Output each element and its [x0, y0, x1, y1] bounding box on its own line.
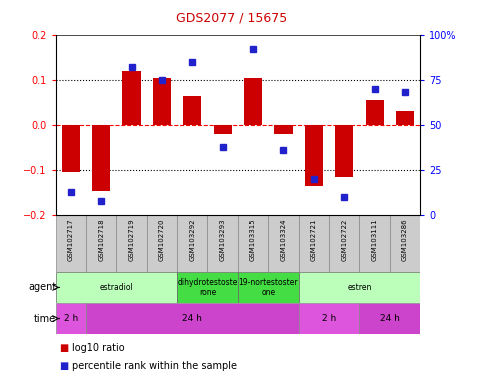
Bar: [147, 215, 177, 272]
Bar: [366, 100, 384, 125]
Text: 19-nortestoster
one: 19-nortestoster one: [239, 278, 298, 297]
Text: ■: ■: [60, 343, 73, 353]
Text: log10 ratio: log10 ratio: [72, 343, 125, 353]
Bar: [213, 125, 232, 134]
Bar: [238, 272, 298, 303]
Bar: [56, 272, 177, 303]
Bar: [208, 215, 238, 272]
Bar: [56, 303, 86, 334]
Text: GSM103286: GSM103286: [402, 218, 408, 261]
Text: estren: estren: [347, 283, 371, 292]
Text: 24 h: 24 h: [183, 314, 202, 323]
Text: GSM103292: GSM103292: [189, 218, 195, 261]
Bar: [359, 303, 420, 334]
Bar: [238, 215, 268, 272]
Bar: [396, 111, 414, 125]
Bar: [177, 215, 208, 272]
Text: 2 h: 2 h: [322, 314, 336, 323]
Bar: [298, 303, 359, 334]
Text: GSM103315: GSM103315: [250, 218, 256, 261]
Bar: [305, 125, 323, 186]
Bar: [153, 78, 171, 125]
Bar: [329, 215, 359, 272]
Bar: [359, 215, 390, 272]
Bar: [244, 78, 262, 125]
Bar: [274, 125, 293, 134]
Text: estradiol: estradiol: [99, 283, 133, 292]
Bar: [177, 272, 238, 303]
Bar: [56, 215, 86, 272]
Text: GSM103324: GSM103324: [281, 218, 286, 261]
Text: GSM103111: GSM103111: [371, 218, 378, 261]
Bar: [92, 125, 110, 190]
Bar: [122, 71, 141, 125]
Text: GSM102720: GSM102720: [159, 218, 165, 261]
Text: agent: agent: [28, 283, 56, 293]
Text: 2 h: 2 h: [64, 314, 78, 323]
Text: ■: ■: [60, 361, 73, 371]
Bar: [183, 96, 201, 125]
Text: percentile rank within the sample: percentile rank within the sample: [72, 361, 238, 371]
Text: GSM102719: GSM102719: [128, 218, 135, 261]
Bar: [335, 125, 354, 177]
Text: time: time: [34, 314, 56, 324]
Text: GSM102718: GSM102718: [98, 218, 104, 261]
Text: GSM102717: GSM102717: [68, 218, 74, 261]
Bar: [268, 215, 298, 272]
Bar: [298, 272, 420, 303]
Text: GSM102721: GSM102721: [311, 218, 317, 261]
Bar: [62, 125, 80, 172]
Text: GSM102722: GSM102722: [341, 218, 347, 261]
Text: dihydrotestoste
rone: dihydrotestoste rone: [177, 278, 238, 297]
Bar: [390, 215, 420, 272]
Bar: [86, 303, 298, 334]
Text: GSM103293: GSM103293: [220, 218, 226, 261]
Bar: [116, 215, 147, 272]
Bar: [298, 215, 329, 272]
Text: GDS2077 / 15675: GDS2077 / 15675: [176, 12, 287, 25]
Text: 24 h: 24 h: [380, 314, 400, 323]
Bar: [86, 215, 116, 272]
